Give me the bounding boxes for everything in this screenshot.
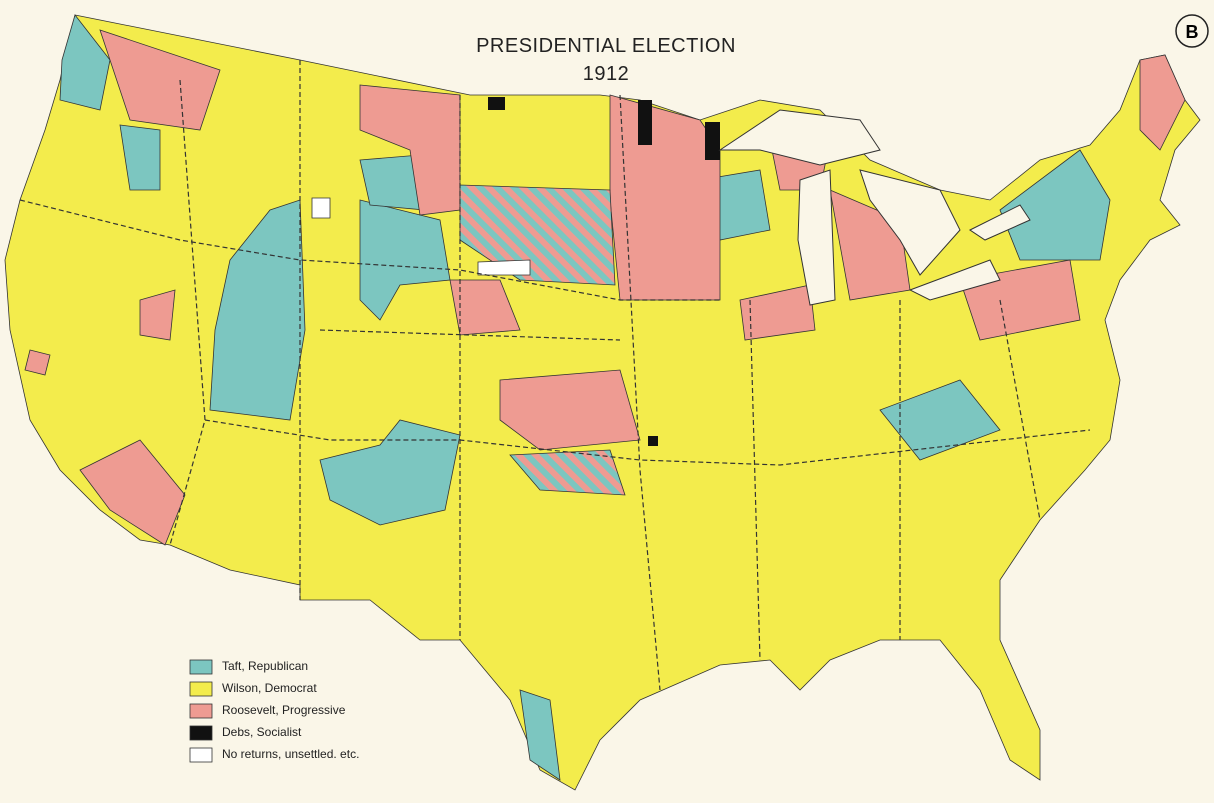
map-subtitle: 1912 [583,63,630,85]
debs-patches [488,97,720,446]
legend-label: Wilson, Democrat [222,681,317,695]
map-title: PRESIDENTIAL ELECTION [476,35,736,57]
legend-label: Roosevelt, Progressive [222,703,346,717]
legend-swatch [189,681,213,697]
legend-swatch [189,703,213,719]
roosevelt-patches [24,29,1186,546]
badge-circle [1175,14,1209,48]
legend-swatch [189,747,213,763]
legend-swatch [189,659,213,675]
legend-label: Debs, Socialist [222,725,302,739]
great-lakes [718,109,1031,306]
legend: Taft, Republican Wilson, Democrat Roosevel… [189,659,359,763]
legend-swatch [189,725,213,741]
no-returns [311,197,531,276]
legend-label: No returns, unsettled. etc. [222,747,359,761]
split-area [459,184,616,286]
state-borders [19,60,1091,691]
badge: B [1186,22,1199,42]
legend-label: Taft, Republican [222,659,308,673]
split-area [509,449,626,496]
